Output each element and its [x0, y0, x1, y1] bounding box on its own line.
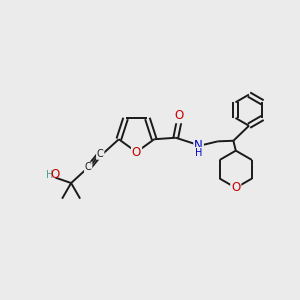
Text: C: C — [97, 149, 104, 159]
Text: O: O — [50, 168, 59, 181]
Text: H: H — [195, 148, 202, 158]
Text: O: O — [175, 109, 184, 122]
Text: O: O — [132, 146, 141, 159]
Text: C: C — [85, 162, 92, 172]
Text: O: O — [231, 181, 240, 194]
Text: H: H — [46, 169, 54, 180]
Text: N: N — [194, 139, 203, 152]
